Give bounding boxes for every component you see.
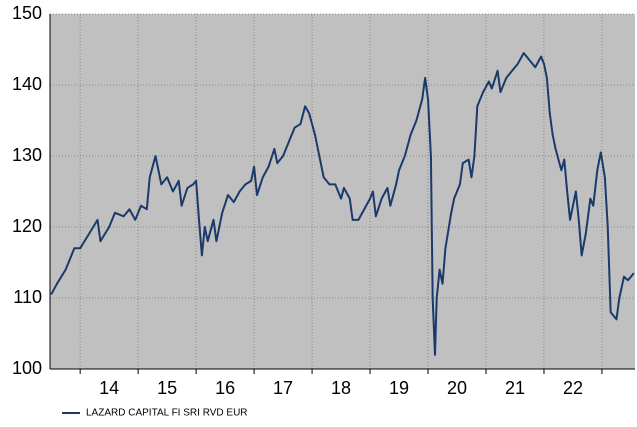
line-series: [50, 52, 635, 356]
y-tick-label: 140: [12, 74, 42, 94]
x-tick-label: 20: [447, 378, 467, 398]
x-tick-label: 19: [389, 378, 409, 398]
y-tick-label: 150: [12, 3, 42, 23]
x-tick-label: 15: [157, 378, 177, 398]
x-tick-label: 21: [505, 378, 525, 398]
x-tick-label: 17: [273, 378, 293, 398]
y-tick-label: 110: [13, 287, 42, 307]
legend-label: LAZARD CAPITAL FI SRI RVD EUR: [86, 408, 248, 419]
y-tick-label: 120: [12, 216, 42, 236]
x-tick-label: 18: [331, 378, 351, 398]
x-tick-label: 16: [215, 378, 235, 398]
x-tick-label: 22: [563, 378, 583, 398]
y-tick-label: 100: [12, 358, 42, 378]
x-tick-label: 14: [99, 378, 119, 398]
y-tick-label: 130: [12, 145, 42, 165]
